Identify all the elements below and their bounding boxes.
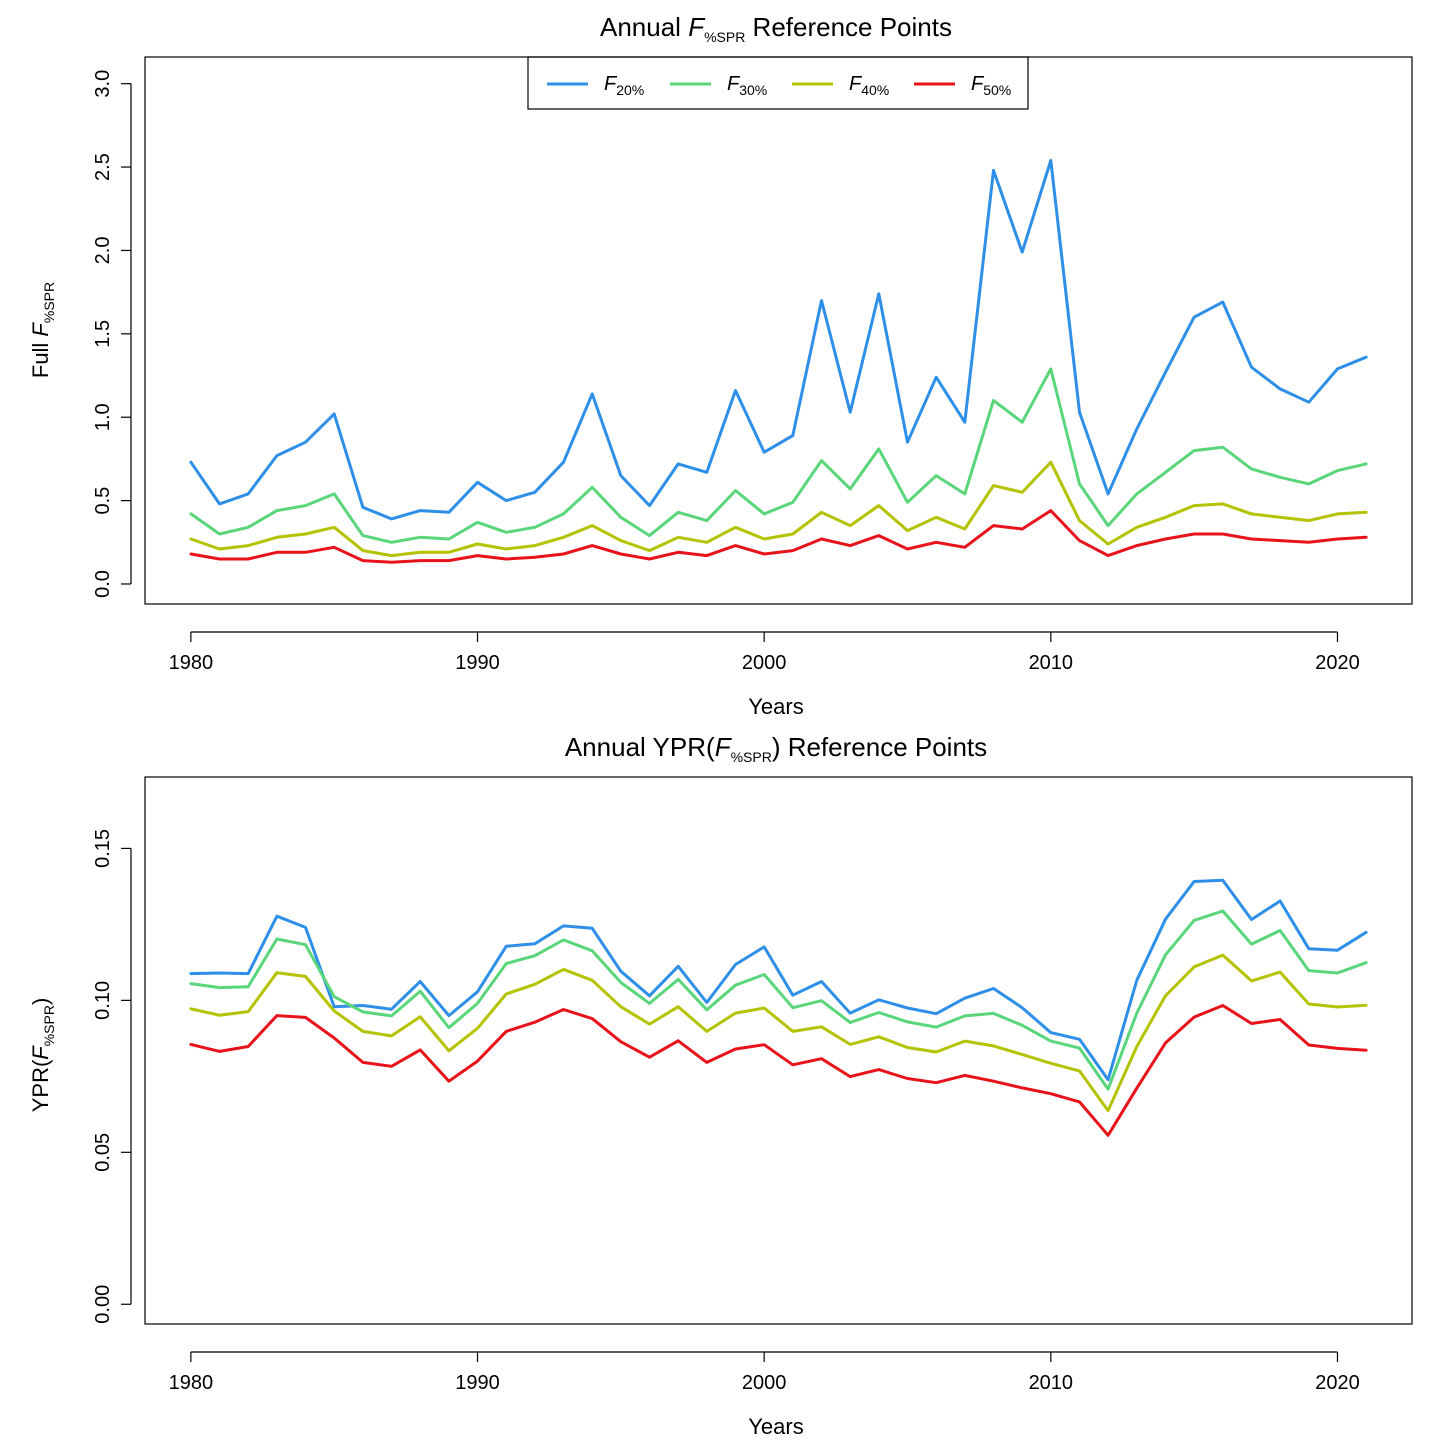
- panel1-y-tick-label: 3.0: [92, 70, 114, 98]
- f-spr-panel: Annual F%SPR Reference Points 1980 1990 20…: [28, 12, 1413, 719]
- panel1-y-tick-label: 0.0: [92, 570, 114, 598]
- panel1-x-tick-label: 2000: [742, 652, 787, 674]
- panel2-plot-frame: [144, 776, 1413, 1325]
- panel2-y-tick-label: 0.05: [92, 1133, 114, 1172]
- legend-item-f20: F20%: [547, 73, 644, 98]
- panel1-y-axis: 0.0 0.5 1.0 1.5 2.0 2.5 3.0: [92, 70, 132, 598]
- panel1-series-lines: [189, 158, 1368, 564]
- panel2-x-axis-label: Years: [748, 1414, 803, 1439]
- panel1-x-axis: 1980 1990 2000 2010 2020: [169, 631, 1360, 674]
- panel1-series-line-f20: [189, 158, 1368, 521]
- panel1-plot-frame: [144, 56, 1413, 605]
- legend: F20% F30% F40% F50%: [527, 56, 1029, 110]
- panel2-x-tick-label: 2010: [1029, 1372, 1074, 1394]
- panel1-x-tick-label: 1990: [455, 652, 500, 674]
- panel2-x-tick-label: 2020: [1315, 1372, 1360, 1394]
- panel1-y-tick-label: 2.0: [92, 237, 114, 265]
- legend-label-f30: F30%: [727, 73, 767, 98]
- panel2-series-lines: [189, 878, 1368, 1137]
- panel1-y-tick-label: 2.5: [92, 153, 114, 181]
- panel2-y-axis-label: YPR(F%SPR): [28, 998, 57, 1113]
- panel1-series-line-f30: [189, 367, 1368, 544]
- panel1-title: Annual F%SPR Reference Points: [600, 12, 952, 45]
- panel1-y-tick-label: 1.5: [92, 320, 114, 348]
- legend-box: [527, 56, 1029, 110]
- panel2-series-line-f30: [189, 909, 1368, 1091]
- panel2-series-line-f50: [189, 1004, 1368, 1137]
- panel2-series-line-f40: [189, 953, 1368, 1113]
- panel1-series-line-f50: [189, 509, 1368, 564]
- panel1-x-tick-label: 2010: [1029, 652, 1074, 674]
- legend-label-f40: F40%: [849, 73, 889, 98]
- ypr-panel: Annual YPR(F%SPR) Reference Points 1980 1…: [28, 732, 1413, 1439]
- panel1-y-tick-label: 1.0: [92, 403, 114, 431]
- legend-item-f50: F50%: [914, 73, 1011, 98]
- legend-item-f30: F30%: [670, 73, 767, 98]
- panel1-series-line-f40: [189, 460, 1368, 558]
- panel1-y-axis-label: Full F%SPR: [28, 282, 57, 378]
- panel2-x-axis: 1980 1990 2000 2010 2020: [169, 1351, 1360, 1394]
- legend-label-f50: F50%: [971, 73, 1011, 98]
- panel2-title: Annual YPR(F%SPR) Reference Points: [565, 732, 987, 765]
- panel2-x-tick-label: 1980: [169, 1372, 214, 1394]
- panel2-y-tick-label: 0.10: [92, 981, 114, 1020]
- legend-item-f40: F40%: [792, 73, 889, 98]
- panel1-x-axis-label: Years: [748, 694, 803, 719]
- panel1-y-tick-label: 0.5: [92, 487, 114, 515]
- panel2-y-tick-label: 0.00: [92, 1285, 114, 1324]
- panel2-y-tick-label: 0.15: [92, 829, 114, 868]
- legend-label-f20: F20%: [604, 73, 644, 98]
- panel1-x-tick-label: 2020: [1315, 652, 1360, 674]
- panel2-y-axis: 0.00 0.05 0.10 0.15: [92, 829, 132, 1324]
- panel2-series-line-f20: [189, 878, 1368, 1082]
- panel2-x-tick-label: 2000: [742, 1372, 787, 1394]
- panel2-x-tick-label: 1990: [455, 1372, 500, 1394]
- panel1-x-tick-label: 1980: [169, 652, 214, 674]
